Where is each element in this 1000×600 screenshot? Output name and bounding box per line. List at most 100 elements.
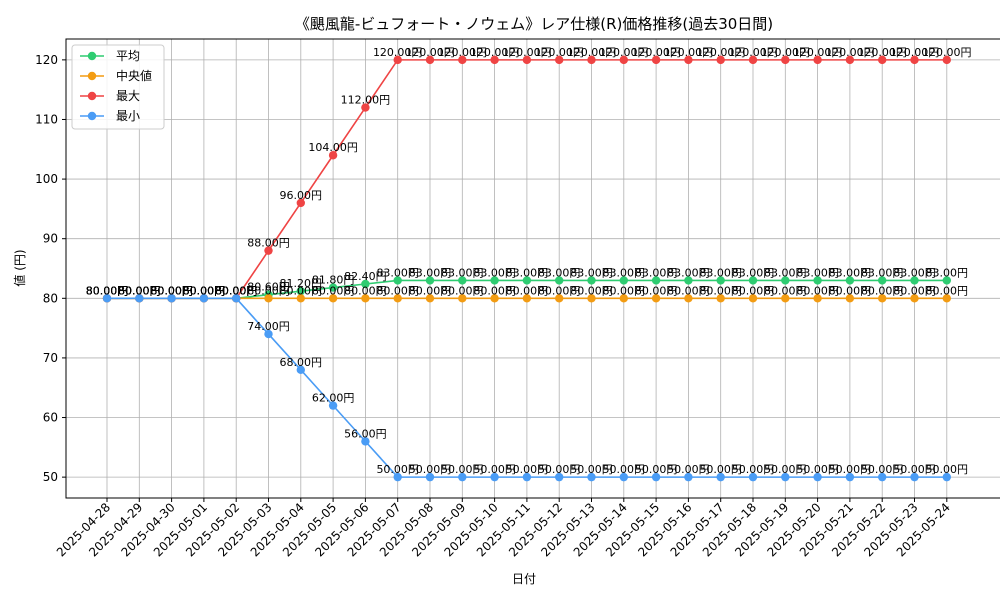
data-point bbox=[716, 276, 725, 285]
data-label: 120.00円 bbox=[664, 46, 714, 59]
data-label: 80.00円 bbox=[86, 284, 129, 297]
data-point bbox=[522, 55, 532, 65]
data-point bbox=[910, 276, 919, 285]
data-point bbox=[619, 55, 628, 65]
data-label: 50.00円 bbox=[473, 463, 516, 476]
data-label: 80.00円 bbox=[635, 284, 678, 297]
data-label: 120.00円 bbox=[534, 46, 584, 59]
data-point bbox=[490, 472, 499, 482]
data-label: 80.00円 bbox=[603, 284, 646, 297]
data-point bbox=[328, 283, 338, 292]
x-axis-label: 日付 bbox=[512, 572, 536, 586]
data-point bbox=[490, 294, 499, 303]
x-axis-ticks: 2025-04-282025-04-292025-04-302025-05-01… bbox=[54, 498, 953, 559]
data-point bbox=[264, 246, 273, 255]
data-label: 83.00円 bbox=[893, 266, 936, 279]
legend-entry: 最大 bbox=[116, 89, 140, 103]
legend-marker bbox=[87, 51, 97, 61]
data-label: 50.00円 bbox=[893, 463, 936, 476]
data-label: 80.00円 bbox=[699, 284, 742, 297]
data-label: 83.00円 bbox=[667, 266, 710, 279]
data-label: 80.00円 bbox=[118, 284, 161, 297]
data-label: 50.00円 bbox=[699, 463, 742, 476]
data-label: 120.00円 bbox=[890, 46, 940, 59]
data-point bbox=[587, 472, 596, 482]
data-label: 120.00円 bbox=[631, 46, 681, 59]
data-point bbox=[393, 55, 402, 65]
data-point bbox=[135, 294, 144, 303]
data-point bbox=[555, 472, 564, 482]
y-tick-label: 120 bbox=[35, 53, 58, 67]
data-label: 74.00円 bbox=[247, 320, 290, 333]
legend-entry: 最小 bbox=[116, 109, 140, 123]
data-point bbox=[910, 55, 919, 65]
data-label: 80.00円 bbox=[86, 284, 129, 297]
data-label: 50.00円 bbox=[538, 463, 581, 476]
data-point bbox=[651, 276, 661, 285]
data-label: 50.00円 bbox=[409, 463, 452, 476]
data-label: 80.00円 bbox=[376, 284, 419, 297]
data-label: 80.00円 bbox=[764, 284, 807, 297]
data-label: 83.00円 bbox=[732, 266, 775, 279]
data-label: 62.00円 bbox=[312, 392, 355, 405]
data-label: 50.00円 bbox=[667, 463, 710, 476]
data-point bbox=[845, 276, 855, 285]
legend-entry: 平均 bbox=[116, 49, 140, 63]
series-layer bbox=[102, 55, 951, 482]
data-point bbox=[878, 294, 887, 303]
data-point bbox=[458, 55, 467, 65]
legend-entry: 中央値 bbox=[116, 68, 152, 83]
data-label: 80.00円 bbox=[893, 284, 936, 297]
data-label: 80.00円 bbox=[150, 284, 193, 297]
data-point bbox=[942, 294, 951, 303]
data-label: 80.00円 bbox=[473, 284, 516, 297]
data-label: 83.00円 bbox=[861, 266, 904, 279]
data-label: 120.00円 bbox=[373, 46, 423, 59]
data-label: 50.00円 bbox=[926, 463, 969, 476]
data-point bbox=[555, 55, 564, 65]
data-label: 80.00円 bbox=[344, 284, 387, 297]
legend-box bbox=[71, 44, 165, 130]
data-point bbox=[361, 103, 370, 112]
data-point bbox=[716, 294, 725, 303]
series-最小 bbox=[102, 294, 951, 482]
data-label: 83.00円 bbox=[796, 266, 839, 279]
data-label: 83.00円 bbox=[926, 266, 969, 279]
data-label: 83.00円 bbox=[699, 266, 742, 279]
data-point bbox=[684, 276, 693, 285]
data-label: 120.00円 bbox=[567, 46, 617, 59]
legend-marker bbox=[87, 71, 97, 81]
data-point bbox=[684, 55, 693, 65]
data-point bbox=[781, 276, 790, 285]
data-label: 120.00円 bbox=[696, 46, 746, 59]
data-point bbox=[813, 472, 822, 482]
data-point bbox=[587, 55, 596, 65]
data-point bbox=[942, 472, 951, 482]
data-point bbox=[942, 276, 951, 285]
data-label: 120.00円 bbox=[857, 46, 907, 59]
data-label: 120.00円 bbox=[793, 46, 843, 59]
data-label: 120.00円 bbox=[728, 46, 778, 59]
data-label: 80.00円 bbox=[183, 284, 226, 297]
data-point bbox=[199, 294, 209, 303]
chart-title: 《颶風龍-ビュフォート・ノウェム》レア仕様(R)価格推移(過去30日間) bbox=[295, 15, 773, 33]
data-point bbox=[555, 294, 564, 303]
data-label: 80.00円 bbox=[86, 284, 129, 297]
data-label: 83.00円 bbox=[603, 266, 646, 279]
data-label: 80.00円 bbox=[667, 284, 710, 297]
data-label: 83.00円 bbox=[635, 266, 678, 279]
data-point bbox=[878, 472, 887, 482]
data-label: 82.40円 bbox=[344, 270, 387, 283]
y-tick-label: 80 bbox=[43, 291, 58, 305]
data-point bbox=[587, 276, 596, 285]
data-label: 50.00円 bbox=[376, 463, 419, 476]
data-point bbox=[748, 472, 758, 482]
data-label: 81.80円 bbox=[312, 274, 355, 287]
data-label: 120.00円 bbox=[438, 46, 488, 59]
data-point bbox=[845, 55, 855, 65]
data-label: 80.00円 bbox=[506, 284, 549, 297]
data-label: 96.00円 bbox=[280, 189, 323, 202]
data-label: 83.00円 bbox=[473, 266, 516, 279]
data-point bbox=[942, 55, 951, 65]
